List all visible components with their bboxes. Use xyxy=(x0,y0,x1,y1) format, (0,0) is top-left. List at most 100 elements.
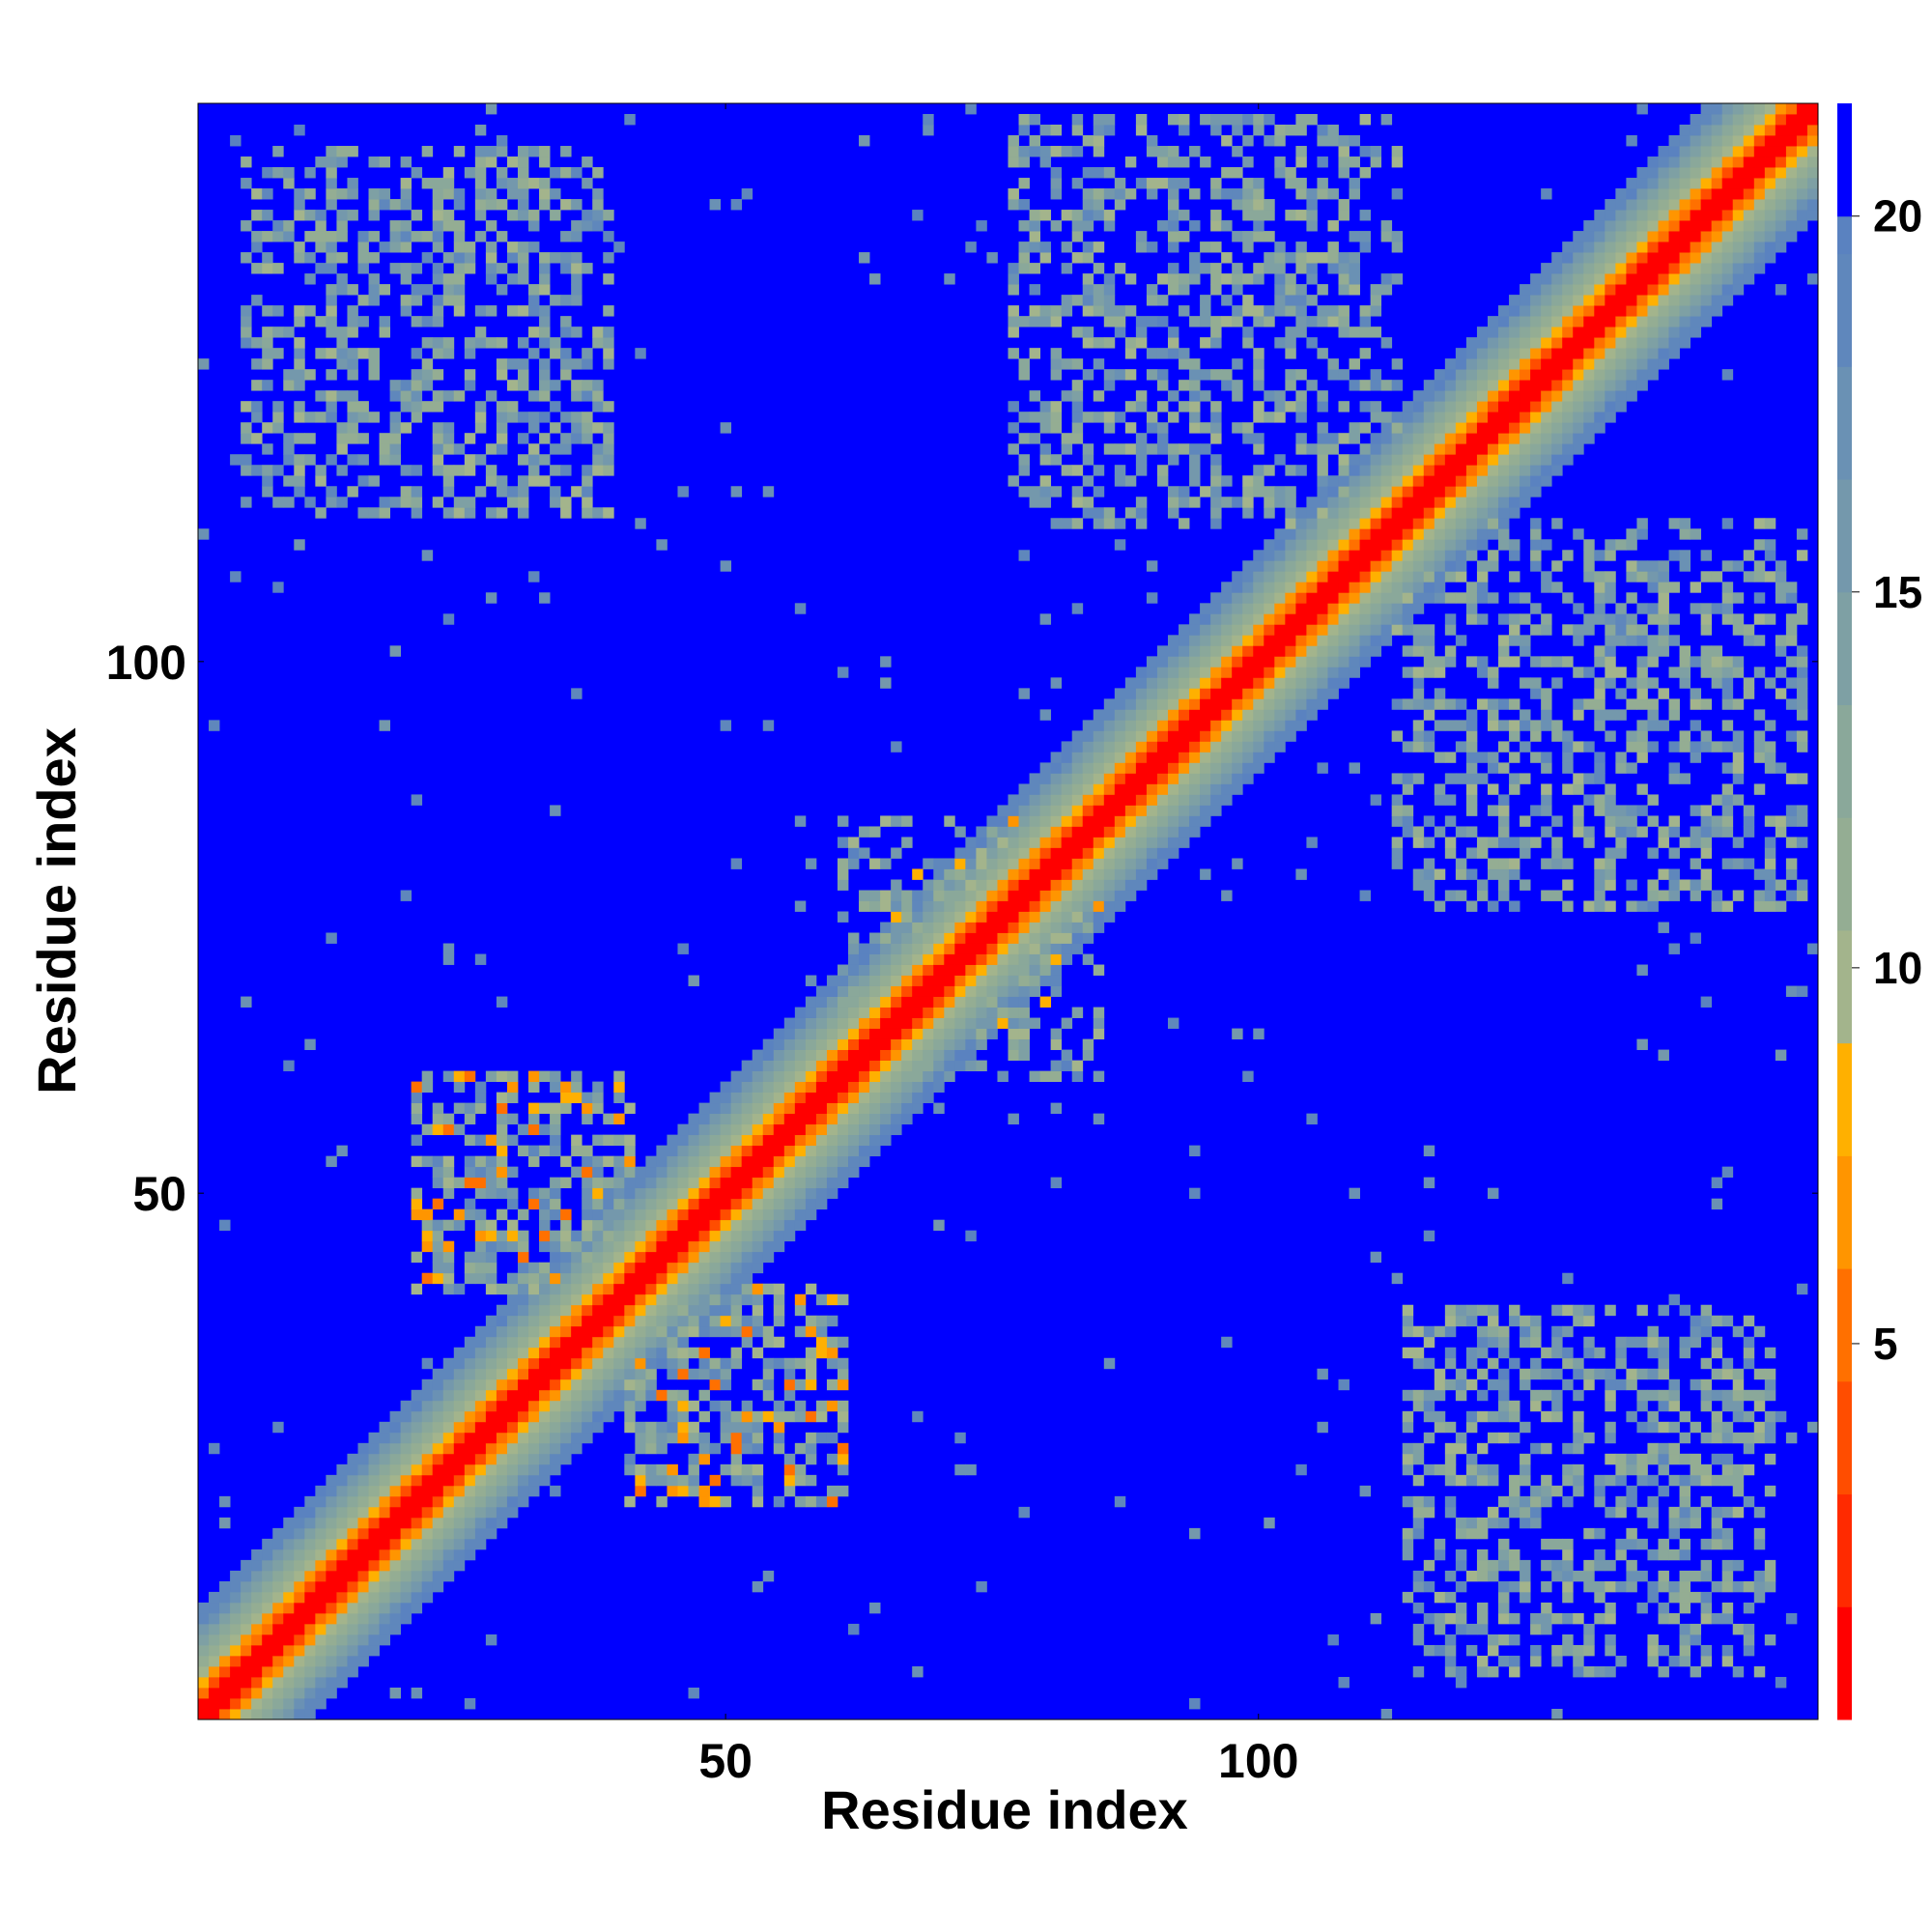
heatmap-cell xyxy=(336,1485,348,1497)
heatmap-cell xyxy=(1423,592,1435,604)
heatmap-cell xyxy=(1391,486,1404,497)
heatmap-cell xyxy=(1008,475,1019,487)
heatmap-cell xyxy=(1476,1325,1489,1338)
heatmap-cell xyxy=(869,953,881,965)
heatmap-cell xyxy=(901,1081,913,1094)
heatmap-cell xyxy=(1285,380,1296,391)
heatmap-cell xyxy=(1039,953,1052,965)
heatmap-cell xyxy=(730,1347,743,1359)
heatmap-cell xyxy=(283,1676,295,1689)
heatmap-cell xyxy=(880,922,892,933)
heatmap-cell xyxy=(1402,539,1414,551)
heatmap-cell xyxy=(1242,624,1254,636)
heatmap-cell xyxy=(965,1230,977,1242)
heatmap-cell xyxy=(304,1559,316,1572)
heatmap-cell xyxy=(592,422,604,434)
heatmap-cell xyxy=(1124,698,1137,710)
heatmap-cell xyxy=(1093,794,1105,806)
heatmap-cell xyxy=(1135,454,1148,466)
heatmap-cell xyxy=(1520,497,1531,508)
heatmap-cell xyxy=(539,1123,551,1136)
heatmap-cell xyxy=(368,1506,380,1519)
heatmap-cell xyxy=(944,890,955,901)
heatmap-cell xyxy=(1498,1389,1510,1402)
heatmap-cell xyxy=(1295,412,1307,423)
heatmap-cell xyxy=(474,1517,487,1529)
heatmap-cell xyxy=(1018,975,1030,986)
heatmap-cell xyxy=(730,199,743,211)
heatmap-cell xyxy=(262,1644,273,1657)
heatmap-cell xyxy=(1317,390,1328,402)
heatmap-cell xyxy=(389,412,402,423)
heatmap-cell xyxy=(571,1325,582,1338)
heatmap-cell xyxy=(389,1612,402,1625)
heatmap-cell xyxy=(539,1262,551,1274)
heatmap-cell xyxy=(1359,890,1372,901)
heatmap-cell xyxy=(1264,560,1275,572)
heatmap-cell xyxy=(1274,645,1286,657)
heatmap-cell xyxy=(1402,412,1414,423)
heatmap-cell xyxy=(1338,210,1350,221)
heatmap-cell xyxy=(1370,624,1382,636)
heatmap-cell xyxy=(1465,783,1478,795)
heatmap-cell xyxy=(1520,1453,1531,1465)
heatmap-cell xyxy=(880,1102,892,1115)
heatmap-cell xyxy=(304,167,316,179)
heatmap-cell xyxy=(613,1230,625,1242)
heatmap-cell xyxy=(506,1166,519,1179)
heatmap-cell xyxy=(326,1548,337,1561)
heatmap-cell xyxy=(315,1623,327,1635)
heatmap-cell xyxy=(347,1527,358,1540)
heatmap-cell xyxy=(241,1591,252,1604)
heatmap-cell xyxy=(262,1559,273,1572)
heatmap-cell xyxy=(1498,1495,1510,1508)
heatmap-cell xyxy=(368,369,380,381)
heatmap-cell xyxy=(1242,613,1254,625)
heatmap-cell xyxy=(1167,752,1179,763)
heatmap-cell xyxy=(720,1230,732,1242)
heatmap-cell xyxy=(1029,773,1040,784)
heatmap-cell xyxy=(1071,252,1084,264)
heatmap-cell xyxy=(1018,156,1030,168)
heatmap-cell xyxy=(209,1687,220,1699)
heatmap-cell xyxy=(1018,953,1030,965)
heatmap-cell xyxy=(1253,550,1264,561)
heatmap-cell xyxy=(1498,656,1510,668)
heatmap-cell xyxy=(1391,805,1404,816)
heatmap-cell xyxy=(442,433,455,444)
heatmap-cell xyxy=(528,178,540,189)
heatmap-cell xyxy=(1124,773,1137,784)
heatmap-cell xyxy=(1402,1347,1414,1359)
heatmap-cell xyxy=(1018,879,1030,891)
heatmap-cell xyxy=(389,220,402,232)
heatmap-cell xyxy=(1285,327,1296,338)
heatmap-cell xyxy=(1071,943,1084,954)
heatmap-cell xyxy=(517,412,529,423)
heatmap-cell xyxy=(1082,890,1094,901)
heatmap-cell xyxy=(1349,454,1360,466)
heatmap-cell xyxy=(251,1687,263,1699)
heatmap-cell xyxy=(677,1166,689,1179)
heatmap-cell xyxy=(379,1527,390,1540)
heatmap-cell xyxy=(400,380,412,391)
heatmap-cell xyxy=(1274,135,1286,147)
heatmap-cell xyxy=(379,1453,390,1465)
heatmap-cell xyxy=(560,1453,572,1465)
heatmap-cell xyxy=(826,1495,838,1508)
heatmap-cell xyxy=(752,1177,764,1189)
heatmap-cell xyxy=(389,1591,402,1604)
heatmap-cell xyxy=(1253,125,1264,136)
heatmap-cell xyxy=(1306,252,1318,264)
heatmap-cell xyxy=(219,1644,231,1657)
heatmap-cell xyxy=(1317,656,1328,668)
heatmap-cell xyxy=(1093,890,1105,901)
heatmap-cell xyxy=(326,1687,337,1699)
heatmap-cell xyxy=(1156,762,1169,774)
heatmap-cell xyxy=(1295,635,1307,646)
heatmap-cell xyxy=(1050,188,1063,200)
heatmap-cell xyxy=(1530,1644,1542,1657)
heatmap-cell xyxy=(880,858,892,869)
heatmap-cell xyxy=(315,1506,327,1519)
heatmap-cell xyxy=(1029,305,1040,317)
heatmap-cell xyxy=(1306,667,1318,678)
